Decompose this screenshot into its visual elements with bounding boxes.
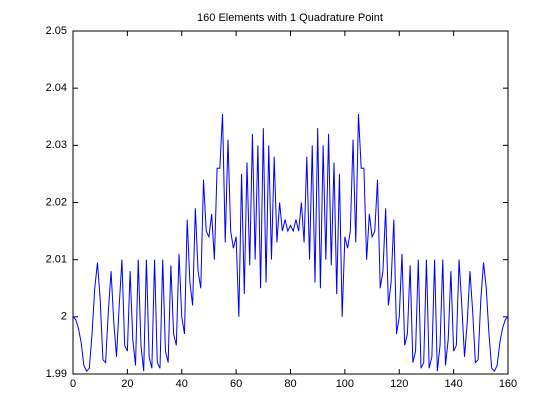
- chart-title: 160 Elements with 1 Quadrature Point: [197, 12, 383, 24]
- data-line: [72, 113, 509, 373]
- x-tick-label: 20: [121, 378, 133, 390]
- x-tick-label: 80: [284, 378, 296, 390]
- y-tick-label: 2.01: [46, 254, 67, 266]
- y-tick-label: 2.02: [46, 196, 67, 208]
- x-tick-label: 60: [230, 378, 242, 390]
- x-tick-label: 40: [176, 378, 188, 390]
- x-tick-label: 0: [70, 378, 76, 390]
- x-tick-label: 140: [444, 378, 462, 390]
- x-tick-label: 160: [499, 378, 517, 390]
- x-tick-label: 100: [336, 378, 354, 390]
- y-tick-label: 2.04: [46, 82, 67, 94]
- y-tick-label: 2: [61, 311, 67, 323]
- y-tick-label: 2.05: [46, 25, 67, 37]
- y-tick-label: 1.99: [46, 368, 67, 380]
- x-tick-label: 120: [390, 378, 408, 390]
- y-tick-label: 2.03: [46, 139, 67, 151]
